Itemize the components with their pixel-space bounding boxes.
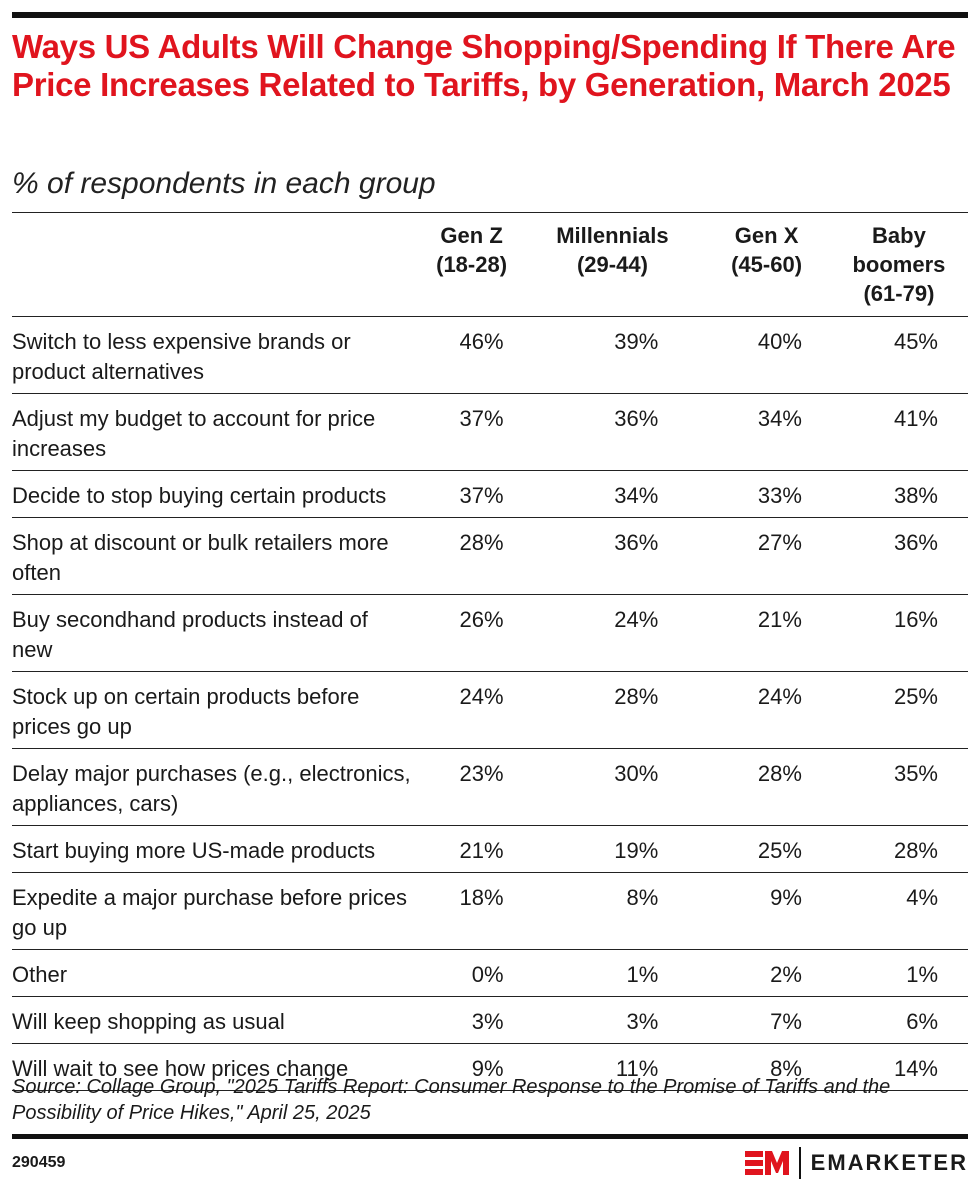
table-row: Start buying more US-made products 21% 19%… xyxy=(12,825,968,873)
value-cell: 9% xyxy=(471,1056,504,1081)
column-header: Gen X (45-60) xyxy=(731,223,803,277)
row-label: Expedite a major purchase before prices … xyxy=(12,885,407,940)
chart-subtitle: % of respondents in each group xyxy=(12,167,436,200)
chart-id: 290459 xyxy=(12,1154,66,1171)
table-row: Will wait to see how prices change 9% 11% 8… xyxy=(12,1043,968,1091)
value-cell: 24% xyxy=(757,684,802,709)
value-cell: 36% xyxy=(893,530,938,555)
table-row: Expedite a major purchase before prices … xyxy=(12,872,968,950)
row-label: Stock up on certain products before pric… xyxy=(12,684,360,739)
value-cell: 28% xyxy=(757,761,802,786)
value-cell: 38% xyxy=(893,483,938,508)
logo-divider xyxy=(798,1147,801,1179)
value-cell: 25% xyxy=(893,684,938,709)
row-label: Delay major purchases (e.g., electronics… xyxy=(12,761,411,816)
header-label-cell xyxy=(12,213,422,317)
value-cell: 36% xyxy=(614,530,659,555)
value-cell: 19% xyxy=(614,838,659,863)
value-cell: 3% xyxy=(471,1009,504,1034)
row-label: Buy secondhand products instead of new xyxy=(12,607,368,662)
chart-title: Ways US Adults Will Change Shopping/Spen… xyxy=(12,28,956,103)
value-cell: 24% xyxy=(459,684,504,709)
value-cell: 24% xyxy=(614,607,659,632)
value-cell: 8% xyxy=(770,1056,802,1081)
brand-name: EMARKETER xyxy=(810,1150,968,1175)
value-cell: 18% xyxy=(459,885,504,910)
value-cell: 6% xyxy=(906,1009,938,1034)
bottom-rule xyxy=(12,1134,968,1139)
value-cell: 28% xyxy=(893,838,938,863)
value-cell: 7% xyxy=(770,1009,802,1034)
value-cell: 3% xyxy=(626,1009,659,1034)
value-cell: 21% xyxy=(757,607,802,632)
source-note: Source: Collage Group, "2025 Tariffs Rep… xyxy=(12,1076,891,1124)
value-cell: 36% xyxy=(614,406,659,431)
value-cell: 8% xyxy=(626,885,659,910)
value-cell: 1% xyxy=(906,962,938,987)
value-cell: 35% xyxy=(893,761,938,786)
value-cell: 14% xyxy=(893,1056,938,1081)
row-label: Will keep shopping as usual xyxy=(12,1009,285,1034)
value-cell: 37% xyxy=(459,483,504,508)
value-cell: 41% xyxy=(893,406,938,431)
value-cell: 39% xyxy=(614,329,659,354)
row-label: Adjust my budget to account for price in… xyxy=(12,406,376,461)
row-label: Decide to stop buying certain products xyxy=(12,483,387,508)
header-row: Gen Z (18-28) Millennials (29-44) Gen X (45… xyxy=(12,212,968,317)
emarketer-logo: EMARKETER xyxy=(744,1147,968,1179)
value-cell: 40% xyxy=(757,329,802,354)
column-header: Baby boomers (61-79) xyxy=(852,223,946,306)
row-label: Other xyxy=(12,962,68,987)
value-cell: 0% xyxy=(471,962,504,987)
table-row: Shop at discount or bulk retailers more … xyxy=(12,517,968,595)
value-cell: 46% xyxy=(459,329,504,354)
value-cell: 33% xyxy=(757,483,802,508)
value-cell: 2% xyxy=(770,962,802,987)
table-row: Other 0% 1% 2% 1% xyxy=(12,949,968,997)
table-row: Adjust my budget to account for price in… xyxy=(12,393,968,471)
value-cell: 4% xyxy=(906,885,938,910)
table-row: Delay major purchases (e.g., electronics… xyxy=(12,748,968,826)
value-cell: 27% xyxy=(757,530,802,555)
top-rule xyxy=(12,12,968,18)
row-label: Switch to less expensive brands or produ… xyxy=(12,329,351,384)
value-cell: 26% xyxy=(459,607,504,632)
row-label: Shop at discount or bulk retailers more … xyxy=(12,530,389,585)
value-cell: 16% xyxy=(893,607,938,632)
em-logo-icon xyxy=(744,1151,789,1175)
value-cell: 30% xyxy=(614,761,659,786)
table-row: Stock up on certain products before pric… xyxy=(12,671,968,749)
value-cell: 28% xyxy=(614,684,659,709)
row-label: Will wait to see how prices change xyxy=(12,1056,349,1081)
column-header: Gen Z (18-28) xyxy=(436,223,508,277)
value-cell: 45% xyxy=(893,329,938,354)
table-row: Switch to less expensive brands or produ… xyxy=(12,316,968,394)
value-cell: 34% xyxy=(614,483,659,508)
value-cell: 9% xyxy=(770,885,802,910)
value-cell: 28% xyxy=(459,530,504,555)
value-cell: 23% xyxy=(459,761,504,786)
value-cell: 34% xyxy=(757,406,802,431)
table-row: Will keep shopping as usual 3% 3% 7% 6% xyxy=(12,996,968,1044)
row-label: Start buying more US-made products xyxy=(12,838,376,863)
data-table: Gen Z (18-28) Millennials (29-44) Gen X (45… xyxy=(12,212,968,1091)
value-cell: 11% xyxy=(615,1056,659,1081)
value-cell: 1% xyxy=(626,962,659,987)
value-cell: 21% xyxy=(459,838,504,863)
column-header: Millennials (29-44) xyxy=(556,223,669,277)
value-cell: 25% xyxy=(757,838,802,863)
value-cell: 37% xyxy=(459,406,504,431)
table-row: Buy secondhand products instead of new 26… xyxy=(12,594,968,672)
table-row: Decide to stop buying certain products 37… xyxy=(12,470,968,518)
